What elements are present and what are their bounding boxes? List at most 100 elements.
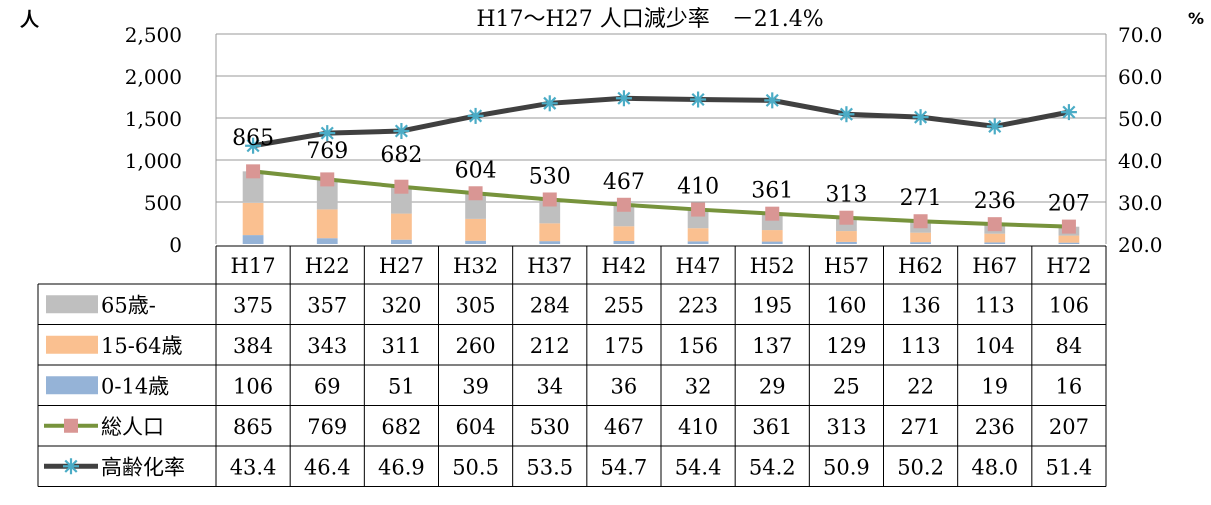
bar-segment — [836, 231, 857, 242]
category-label: H57 — [824, 254, 869, 278]
table-cell: 343 — [307, 334, 347, 358]
table-cell: 54.2 — [749, 455, 796, 479]
category-label: H42 — [601, 254, 646, 278]
left-tick-label: 0 — [169, 233, 182, 257]
category-label: H62 — [898, 254, 943, 278]
category-label: H72 — [1046, 254, 1091, 278]
left-tick-label: 1,000 — [125, 149, 182, 173]
table-cell: 19 — [981, 374, 1008, 398]
bar-segment — [316, 209, 338, 239]
table-cell: 313 — [826, 415, 866, 439]
aging-rate-marker — [838, 106, 855, 123]
table-cell: 32 — [685, 374, 712, 398]
aging-rate-marker — [1060, 104, 1077, 121]
table-cell: 84 — [1056, 334, 1083, 358]
table-cell: 384 — [233, 334, 273, 358]
data-label: 313 — [825, 183, 867, 208]
table-cell: 682 — [381, 415, 421, 439]
right-tick-label: 60.0 — [1118, 65, 1163, 89]
table-cell: 175 — [604, 334, 644, 358]
legend-key — [46, 295, 98, 314]
data-labels: 865 769 682 604 530 467 410 361 313 271 236 207 — [232, 126, 1090, 217]
legend-label: 65歳- — [101, 293, 156, 317]
table-cell: 113 — [975, 293, 1015, 317]
bar-segment — [539, 241, 561, 244]
legend-key — [46, 335, 98, 354]
total-population-marker — [394, 179, 409, 194]
legend-label: 高齢化率 — [101, 455, 185, 479]
total-population-marker — [839, 210, 854, 225]
table-cell: 43.4 — [230, 455, 277, 479]
right-axis-unit: % — [1188, 9, 1204, 28]
bar-segment — [910, 242, 931, 244]
table-cell: 604 — [456, 415, 496, 439]
data-label: 769 — [306, 139, 348, 164]
total-population-marker — [1061, 219, 1076, 234]
bar-segment — [539, 223, 561, 242]
category-label: H32 — [453, 254, 498, 278]
table-cell: 129 — [826, 334, 866, 358]
table-cell: 865 — [233, 415, 273, 439]
bar-segment — [316, 179, 338, 210]
right-tick-label: 50.0 — [1118, 107, 1163, 131]
aging-rate-marker — [541, 95, 558, 112]
table-cell: 467 — [604, 415, 644, 439]
right-tick-label: 70.0 — [1118, 23, 1163, 47]
category-label: H17 — [231, 254, 276, 278]
table-cell: 311 — [381, 334, 421, 358]
table-cell: 113 — [901, 334, 941, 358]
right-tick-label: 30.0 — [1118, 191, 1163, 215]
table-cell: 69 — [314, 374, 341, 398]
bar-segment — [242, 202, 264, 236]
table-cell: 104 — [975, 334, 1015, 358]
table-cell: 223 — [678, 293, 718, 317]
bar-segment — [613, 226, 635, 241]
table-cell: 207 — [1049, 415, 1089, 439]
table-cell: 236 — [975, 415, 1015, 439]
bar-segment — [613, 240, 635, 244]
table-cell: 53.5 — [526, 455, 573, 479]
table-cell: 106 — [1049, 293, 1089, 317]
line-series — [245, 90, 1077, 234]
right-tick-label: 40.0 — [1118, 149, 1163, 173]
data-label: 467 — [603, 170, 645, 195]
table-cell: 271 — [901, 415, 941, 439]
data-label: 271 — [900, 186, 942, 211]
table-cell: 54.4 — [675, 455, 722, 479]
aging-rate-marker — [912, 109, 929, 126]
category-label: H37 — [527, 254, 572, 278]
bar-segment — [910, 232, 931, 243]
bar-segment — [316, 238, 338, 244]
category-label: H47 — [676, 254, 721, 278]
table-cell: 36 — [611, 374, 638, 398]
table-cell: 54.7 — [601, 455, 648, 479]
category-label: H67 — [972, 254, 1017, 278]
bar-segment — [391, 239, 412, 244]
bar-segment — [1058, 242, 1080, 244]
table-cell: 16 — [1056, 374, 1083, 398]
aging-rate-marker — [986, 118, 1003, 135]
table-cell: 320 — [381, 293, 421, 317]
total-population-marker — [320, 172, 335, 187]
legend-label: 総人口 — [101, 415, 164, 439]
total-population-marker — [691, 202, 706, 217]
aging-rate-marker — [245, 137, 262, 154]
aging-rate-marker — [467, 107, 484, 124]
total-population-marker — [542, 192, 557, 207]
table-cell: 212 — [530, 334, 570, 358]
table-cell: 106 — [233, 374, 273, 398]
left-tick-label: 2,000 — [125, 65, 182, 89]
data-label: 361 — [751, 179, 793, 204]
bar-segment — [761, 241, 783, 244]
table-cell: 410 — [678, 415, 718, 439]
bar-segment — [465, 240, 486, 244]
table-cell: 357 — [307, 293, 347, 317]
data-table: H17 H22 H27 H32 H37 H42 H47 H52 H57 H62 H67 H72 65歳-… — [37, 245, 1107, 487]
table-cell: 305 — [456, 293, 496, 317]
aging-rate-marker — [615, 90, 632, 107]
left-axis-unit: 人 — [20, 9, 40, 31]
table-cell: 769 — [307, 415, 347, 439]
left-tick-label: 1,500 — [125, 107, 182, 131]
table-cell: 50.5 — [452, 455, 499, 479]
